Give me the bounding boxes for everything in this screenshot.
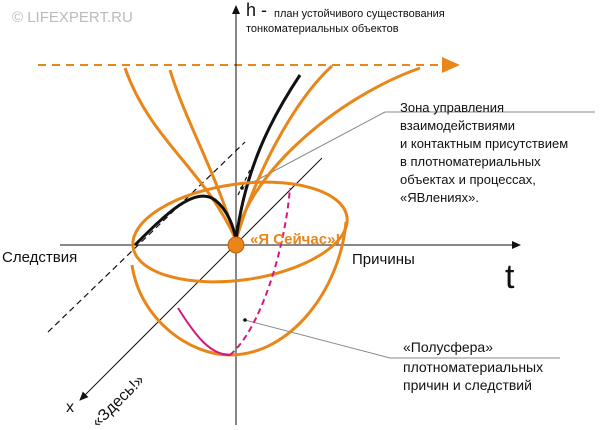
right-axis-label: Причины: [352, 251, 415, 268]
zone-caption-line: Зона управления: [400, 100, 504, 115]
h-caption: тонкоматериальных объектов: [246, 23, 399, 35]
watermark: © LIFEXPERT.RU: [12, 9, 133, 26]
shapes: [38, 5, 595, 425]
h-caption: план устойчивого существования: [274, 8, 445, 20]
hemisphere-caption-line: причин и следствий: [403, 377, 532, 393]
hemisphere-caption-line: плотноматериальных: [403, 359, 543, 375]
zone-caption: Зона управления взаимодействиями и конта…: [400, 100, 568, 205]
h-axis-label: h -: [246, 0, 267, 20]
zone-caption-line: объектах и процессах,: [400, 172, 536, 187]
x-axis-label: x: [66, 399, 74, 416]
zone-caption-line: «ЯВлениях».: [400, 190, 479, 205]
left-axis-label: Следствия: [2, 249, 77, 266]
zone-caption-line: и контактным присутствием: [400, 136, 568, 151]
here-label: «Здесь!»: [89, 372, 148, 430]
now-label: «Я Сейчас»!: [250, 231, 340, 248]
hemisphere-caption-line: «Полусфера»: [403, 339, 493, 355]
t-axis-label: t: [505, 258, 515, 296]
zone-caption-line: в плотноматериальных: [400, 154, 541, 169]
zone-caption-line: взаимодействиями: [400, 118, 515, 133]
hemisphere-caption: «Полусфера» плотноматериальных причин и …: [403, 339, 543, 393]
